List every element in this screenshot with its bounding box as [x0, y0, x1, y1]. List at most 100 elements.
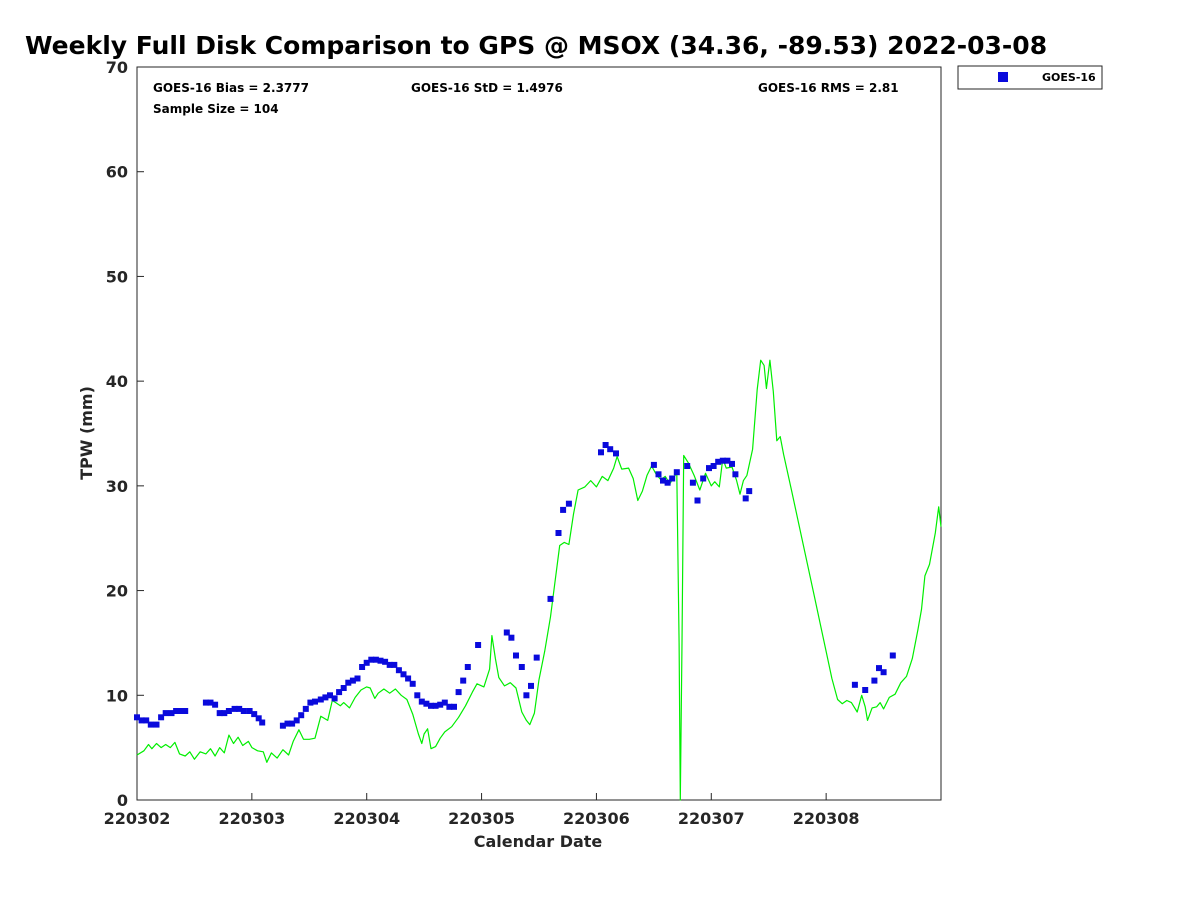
goes16-point — [240, 708, 247, 714]
goes16-point — [255, 715, 262, 722]
goes16-point — [173, 708, 180, 714]
goes16-point — [162, 710, 169, 717]
y-axis-ticks: 0 10 20 30 40 50 60 70 — [106, 58, 144, 810]
goes16-point — [464, 664, 471, 670]
std-stat: GOES-16 StD = 1.4976 — [411, 81, 563, 95]
goes16-point — [391, 661, 398, 668]
goes16-point — [284, 720, 291, 727]
goes16-point — [251, 711, 258, 718]
goes16-point — [650, 461, 657, 468]
x-tick-label: 220303 — [218, 809, 285, 828]
goes16-point — [533, 654, 540, 661]
y-tick-label: 10 — [106, 686, 128, 705]
goes16-point — [246, 708, 253, 714]
goes16-point — [508, 634, 515, 641]
goes16-point — [655, 471, 662, 478]
goes16-point — [428, 702, 434, 709]
goes16-point — [372, 656, 379, 663]
goes16-point — [212, 701, 219, 708]
goes16-point — [451, 703, 457, 710]
sample-size-stat: Sample Size = 104 — [153, 102, 279, 116]
x-tick-label: 220305 — [448, 809, 515, 828]
goes16-point — [134, 714, 140, 721]
goes16-point — [715, 458, 722, 465]
goes16-point — [236, 705, 243, 712]
goes16-point — [880, 669, 887, 676]
goes16-point — [359, 664, 366, 670]
y-tick-label: 60 — [106, 163, 128, 182]
goes16-point — [400, 671, 407, 678]
goes16-point — [528, 682, 534, 689]
goes16-point — [565, 500, 572, 507]
goes16-point — [746, 488, 753, 495]
goes16-point — [503, 629, 510, 636]
goes16-point — [555, 530, 562, 536]
goes16-point — [225, 708, 232, 714]
goes16-point — [345, 679, 352, 686]
goes16-point — [724, 457, 731, 464]
goes16-point — [673, 469, 680, 476]
goes16-point — [302, 705, 309, 712]
goes16-series — [134, 442, 896, 729]
gps-series — [136, 359, 942, 801]
goes16-point — [607, 446, 614, 453]
goes16-point — [660, 477, 666, 484]
goes16-point — [259, 719, 266, 726]
chart-title: Weekly Full Disk Comparison to GPS @ MSO… — [25, 31, 1047, 60]
goes16-point — [684, 463, 691, 469]
y-axis-label: TPW (mm) — [77, 386, 96, 480]
goes16-point — [382, 658, 389, 665]
goes16-point — [349, 677, 356, 684]
goes16-point — [732, 471, 739, 478]
goes16-point — [153, 721, 160, 728]
bias-stat: GOES-16 Bias = 2.3777 — [153, 81, 309, 95]
y-tick-label: 50 — [106, 267, 128, 286]
goes16-point — [377, 657, 384, 664]
goes16-point — [221, 710, 228, 717]
goes16-point — [298, 712, 305, 719]
goes16-point — [432, 702, 439, 709]
goes16-point — [158, 714, 165, 721]
goes16-point — [327, 692, 333, 699]
goes16-point — [312, 698, 318, 705]
goes16-point — [523, 692, 530, 699]
goes16-point — [354, 675, 361, 682]
goes16-point — [307, 699, 314, 706]
goes16-point — [336, 689, 343, 696]
goes16-point — [289, 720, 296, 727]
goes16-point — [231, 705, 238, 712]
goes16-point — [706, 465, 712, 472]
goes16-point — [293, 717, 300, 724]
x-axis-ticks: 220302 220303 220304 220305 220306 220307 2203… — [104, 793, 860, 828]
goes16-point — [216, 710, 223, 717]
gps-line — [136, 359, 942, 801]
x-tick-label: 220308 — [793, 809, 860, 828]
goes16-point — [547, 595, 554, 602]
goes16-point — [729, 460, 735, 467]
goes16-point — [138, 717, 145, 724]
goes16-point — [317, 696, 324, 703]
x-axis-label: Calendar Date — [474, 832, 603, 851]
rms-stat: GOES-16 RMS = 2.81 — [758, 81, 899, 95]
goes16-point — [418, 698, 425, 705]
goes16-point — [207, 699, 214, 706]
y-tick-label: 30 — [106, 477, 128, 496]
goes16-point — [455, 689, 462, 696]
goes16-point — [168, 710, 175, 717]
goes16-point — [363, 659, 370, 666]
x-tick-label: 220302 — [104, 809, 171, 828]
goes16-point — [414, 692, 421, 699]
goes16-point — [889, 652, 896, 659]
goes16-point — [143, 717, 150, 724]
goes16-point — [560, 506, 567, 513]
goes16-point — [742, 495, 749, 502]
goes16-point — [423, 700, 430, 707]
goes16-point — [202, 699, 209, 706]
goes16-point — [513, 652, 519, 659]
goes16-point — [177, 708, 184, 714]
goes16-point — [710, 463, 717, 469]
goes16-point — [182, 708, 189, 714]
goes16-point — [279, 722, 286, 729]
goes16-point — [719, 457, 726, 464]
